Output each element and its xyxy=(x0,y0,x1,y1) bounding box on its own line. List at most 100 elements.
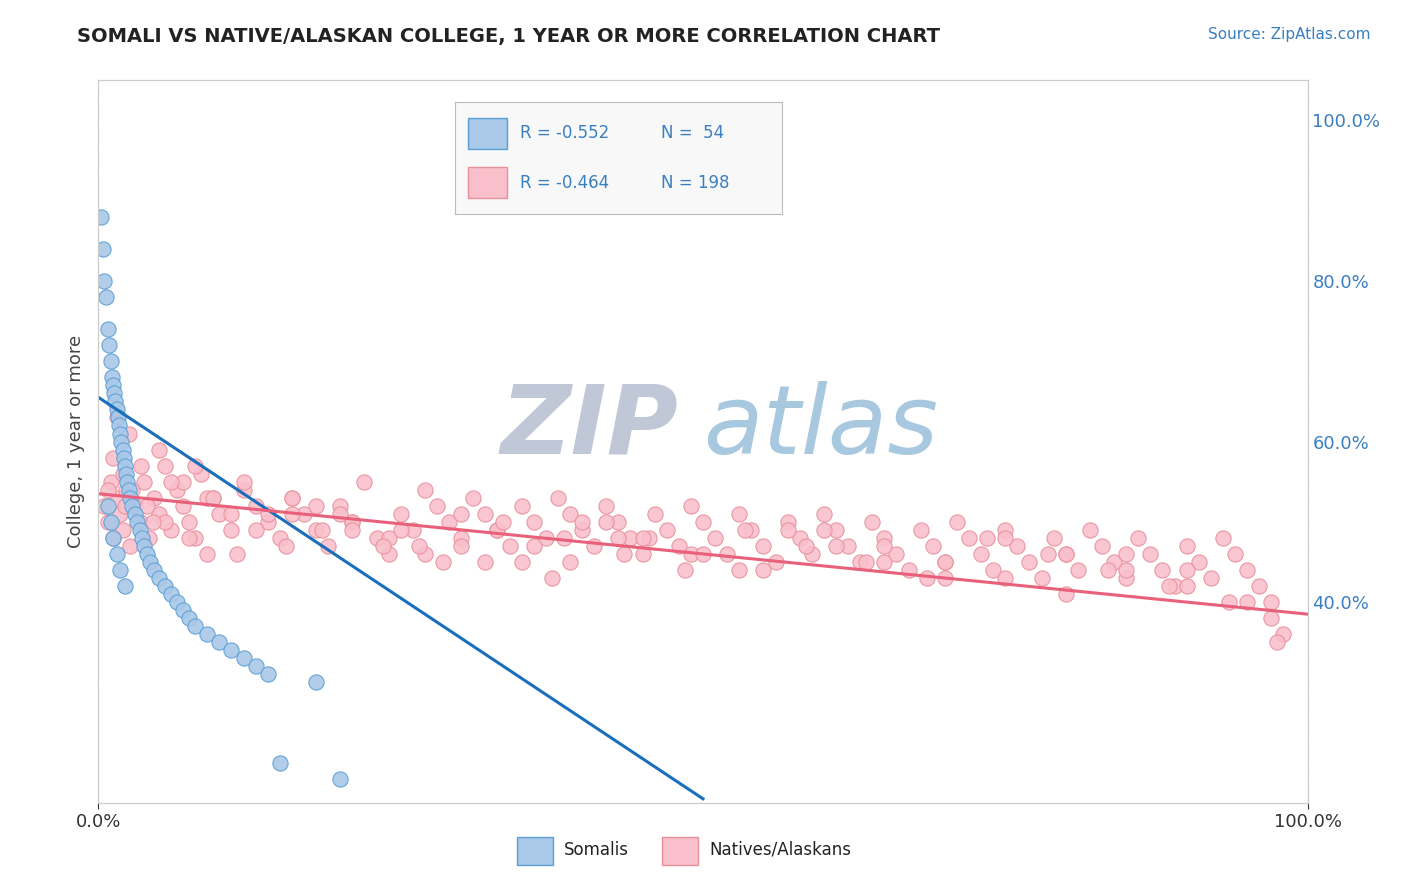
Point xyxy=(114,499,136,513)
Point xyxy=(153,515,176,529)
Point xyxy=(195,491,218,505)
Point xyxy=(679,547,702,561)
Point xyxy=(232,475,254,489)
Point xyxy=(934,555,956,569)
Point xyxy=(202,491,225,505)
Point xyxy=(124,507,146,521)
Point xyxy=(98,338,121,352)
Point xyxy=(486,523,509,537)
Point xyxy=(534,531,557,545)
Point xyxy=(540,571,562,585)
Point xyxy=(245,499,267,513)
Point xyxy=(127,515,149,529)
Point xyxy=(463,491,485,505)
Point xyxy=(143,491,166,505)
Point xyxy=(115,467,138,481)
Point xyxy=(124,499,146,513)
Point xyxy=(292,507,315,521)
Point xyxy=(184,458,207,473)
Point xyxy=(946,515,969,529)
Point xyxy=(371,539,394,553)
Point xyxy=(97,499,120,513)
Point xyxy=(101,531,124,545)
Point xyxy=(101,531,124,545)
Point xyxy=(160,475,183,489)
Point xyxy=(1267,635,1289,649)
Point xyxy=(117,475,139,489)
Point xyxy=(873,539,896,553)
Point xyxy=(377,531,399,545)
Point xyxy=(794,539,817,553)
Point xyxy=(100,475,122,489)
Point xyxy=(256,667,278,681)
Point xyxy=(172,603,194,617)
Point xyxy=(607,515,630,529)
Point xyxy=(692,515,714,529)
Point xyxy=(353,475,375,489)
Point xyxy=(1078,523,1101,537)
Point xyxy=(101,450,124,465)
Point xyxy=(148,442,170,457)
Point xyxy=(1199,571,1222,585)
Point xyxy=(1272,627,1295,641)
Point xyxy=(184,619,207,633)
Point xyxy=(118,426,141,441)
Point xyxy=(269,531,291,545)
Point xyxy=(103,386,125,401)
Point xyxy=(184,531,207,545)
Point xyxy=(981,563,1004,577)
Point xyxy=(644,507,666,521)
Point xyxy=(1054,547,1077,561)
Point xyxy=(558,507,581,521)
Point xyxy=(474,555,496,569)
Point xyxy=(195,627,218,641)
Point xyxy=(934,571,956,585)
Point xyxy=(274,539,297,553)
Point xyxy=(860,515,883,529)
Point xyxy=(716,547,738,561)
Point xyxy=(153,579,176,593)
Point xyxy=(426,499,449,513)
Point xyxy=(619,531,641,545)
Point xyxy=(668,539,690,553)
Point xyxy=(728,563,751,577)
Point xyxy=(752,563,775,577)
Point xyxy=(437,515,460,529)
Point xyxy=(329,507,352,521)
Point xyxy=(1175,563,1198,577)
Point xyxy=(1236,595,1258,609)
Point xyxy=(90,210,112,224)
Point xyxy=(1236,563,1258,577)
Point xyxy=(108,426,131,441)
Point xyxy=(994,531,1017,545)
Point xyxy=(450,507,472,521)
Text: ZIP: ZIP xyxy=(501,381,679,474)
Point xyxy=(1188,555,1211,569)
Y-axis label: College, 1 year or more: College, 1 year or more xyxy=(66,335,84,548)
Point xyxy=(1212,531,1234,545)
Point xyxy=(1260,595,1282,609)
Point xyxy=(166,595,188,609)
Point xyxy=(366,531,388,545)
Point xyxy=(1042,531,1064,545)
Point xyxy=(1115,571,1137,585)
Point xyxy=(994,571,1017,585)
Point xyxy=(232,651,254,665)
Point xyxy=(583,539,606,553)
Point xyxy=(1097,563,1119,577)
Point xyxy=(957,531,980,545)
Point xyxy=(679,499,702,513)
Point xyxy=(226,547,249,561)
Point xyxy=(408,539,430,553)
Point xyxy=(114,579,136,593)
Point xyxy=(221,523,243,537)
Point xyxy=(256,507,278,521)
Point xyxy=(138,531,160,545)
Point xyxy=(121,483,143,497)
Point xyxy=(131,531,153,545)
Point xyxy=(1067,563,1090,577)
Point xyxy=(474,507,496,521)
Point xyxy=(111,467,134,481)
Point xyxy=(91,242,114,256)
Point xyxy=(486,523,509,537)
